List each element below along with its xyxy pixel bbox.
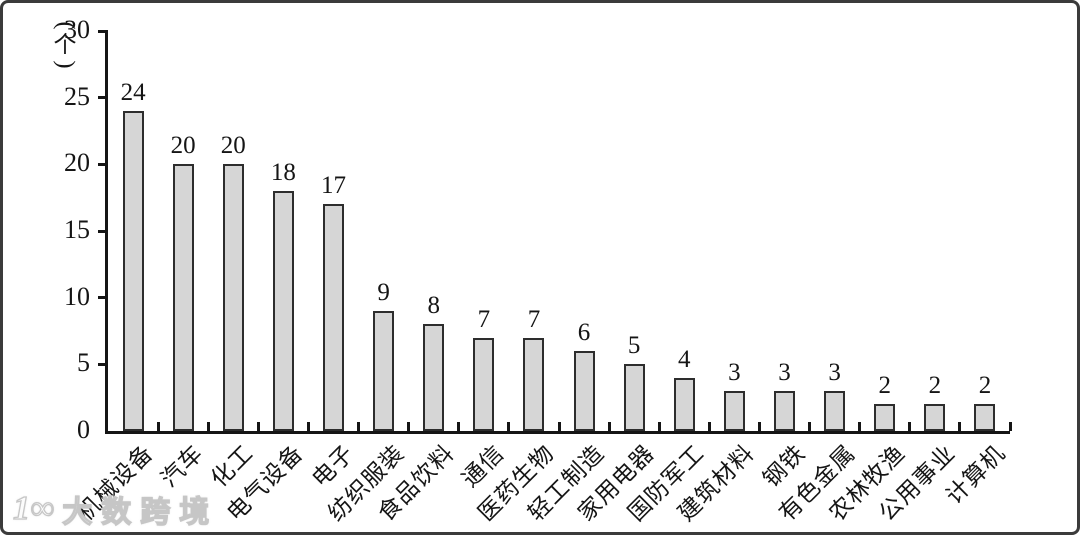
y-tick-mark	[98, 296, 108, 300]
x-tick-mark	[808, 422, 812, 431]
bar	[373, 311, 395, 431]
y-tick-label: 10	[64, 281, 90, 311]
x-tick-mark	[1008, 422, 1012, 431]
bar-value-label: 2	[928, 372, 942, 400]
y-axis-unit-label: ( 个 )	[50, 19, 80, 71]
bar-value-label: 5	[627, 332, 641, 360]
bar-value-label: 9	[377, 279, 390, 306]
y-tick-mark	[98, 96, 108, 100]
x-tick-mark	[206, 422, 210, 431]
bar	[573, 351, 595, 431]
bar-value-label: 2	[878, 372, 891, 400]
x-tick-mark	[858, 422, 862, 431]
watermark-logo-icon: 1∞	[12, 489, 55, 527]
unit-character: 个	[53, 32, 77, 57]
bar	[172, 164, 194, 431]
x-tick-mark	[407, 422, 411, 431]
bar	[924, 404, 946, 431]
x-tick-mark	[457, 422, 461, 431]
plot-area: ( 个 ) 0 5 10 15 20 25 30 24 20 20 18 17 9 8 7 7 6 5 4 3 3 3 2…	[53, 17, 1012, 526]
bar	[824, 391, 846, 431]
bar-value-label: 20	[170, 132, 196, 160]
bar-value-label: 20	[220, 132, 246, 160]
y-tick-label: 30	[64, 15, 90, 44]
y-tick-mark	[98, 362, 108, 366]
unit-close-paren: )	[52, 60, 79, 69]
bar-value-label: 3	[778, 359, 791, 386]
x-tick-mark	[256, 422, 260, 431]
bar-value-label: 6	[577, 319, 591, 346]
bar-value-label: 8	[427, 292, 440, 320]
bar	[774, 391, 795, 431]
x-tick-mark	[507, 422, 511, 431]
bar-value-label: 18	[270, 159, 296, 186]
y-tick-label: 25	[64, 81, 90, 111]
x-tick-mark	[958, 422, 962, 431]
bar	[974, 404, 996, 431]
x-tick-mark	[657, 422, 661, 431]
bar-value-label: 24	[120, 79, 146, 106]
y-tick-label: 0	[77, 415, 90, 444]
x-tick-mark	[557, 422, 561, 431]
bar-value-label: 3	[828, 359, 841, 386]
y-tick-mark	[98, 29, 108, 33]
bar	[523, 337, 545, 431]
bar-value-label: 4	[678, 345, 691, 373]
bar-value-label: 7	[477, 305, 491, 333]
x-tick-mark	[156, 422, 160, 431]
bar-value-label: 17	[321, 172, 346, 200]
x-tick-mark	[707, 422, 711, 431]
x-category-label: 机械设备	[72, 440, 159, 526]
y-tick-mark	[98, 229, 108, 233]
bar	[874, 404, 896, 431]
bar	[473, 337, 495, 431]
y-tick-mark	[98, 162, 108, 166]
y-tick-label: 15	[64, 215, 90, 244]
y-tick-label: 20	[64, 148, 90, 178]
bar	[323, 204, 344, 431]
bar-value-label: 7	[527, 305, 541, 333]
bar	[673, 377, 695, 431]
bar	[723, 391, 745, 431]
y-tick-label: 5	[77, 348, 90, 378]
bar	[423, 324, 445, 431]
x-tick-mark	[757, 422, 761, 431]
x-tick-mark	[306, 422, 310, 431]
bar-value-label: 2	[978, 372, 992, 400]
bar-value-label: 3	[728, 359, 741, 386]
x-category-label: 汽车	[156, 440, 209, 492]
bar	[222, 164, 244, 431]
bar	[122, 111, 144, 431]
x-tick-mark	[357, 422, 361, 431]
bar	[272, 191, 294, 431]
x-tick-mark	[908, 422, 912, 431]
x-tick-mark	[607, 422, 611, 431]
bar	[623, 364, 645, 431]
